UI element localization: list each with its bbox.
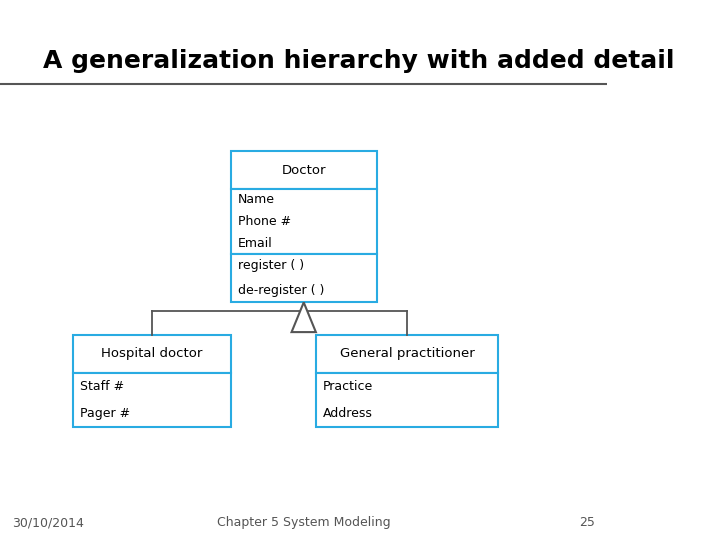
Text: Doctor: Doctor (282, 164, 326, 177)
FancyBboxPatch shape (231, 254, 377, 302)
FancyBboxPatch shape (231, 189, 377, 254)
Text: Address: Address (323, 407, 373, 420)
Text: 25: 25 (580, 516, 595, 529)
FancyBboxPatch shape (231, 151, 377, 189)
Text: Name: Name (238, 193, 275, 206)
Polygon shape (292, 302, 316, 332)
Text: Practice: Practice (323, 380, 374, 393)
FancyBboxPatch shape (316, 335, 498, 373)
Text: General practitioner: General practitioner (340, 347, 474, 360)
Text: de-register ( ): de-register ( ) (238, 284, 325, 297)
Text: Pager #: Pager # (80, 407, 130, 420)
FancyBboxPatch shape (316, 373, 498, 427)
FancyBboxPatch shape (73, 373, 231, 427)
Text: 30/10/2014: 30/10/2014 (12, 516, 84, 529)
Text: Staff #: Staff # (80, 380, 125, 393)
Text: A generalization hierarchy with added detail: A generalization hierarchy with added de… (42, 49, 674, 72)
Text: Email: Email (238, 237, 273, 249)
Text: Chapter 5 System Modeling: Chapter 5 System Modeling (217, 516, 390, 529)
Text: register ( ): register ( ) (238, 259, 305, 273)
FancyBboxPatch shape (73, 335, 231, 373)
Text: Hospital doctor: Hospital doctor (102, 347, 202, 360)
Text: Phone #: Phone # (238, 215, 292, 228)
